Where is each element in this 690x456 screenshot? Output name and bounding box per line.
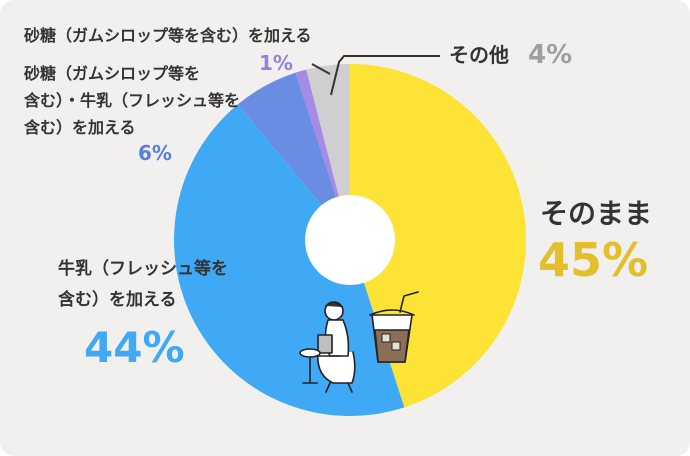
other-leader-line — [330, 55, 440, 96]
pct-other: 4% — [528, 40, 573, 70]
label-sugarmilk-line3: 含む）を加える — [24, 118, 136, 137]
person-with-laptop-and-iced-coffee-illustration — [299, 291, 419, 393]
label-other: その他 — [449, 43, 509, 67]
pct-sugar: 1% — [259, 51, 293, 75]
donut-hole — [305, 195, 395, 285]
label-sugarmilk-line1: 砂糖（ガムシロップ等を — [24, 64, 201, 83]
label-sonomama: そのまま — [540, 197, 653, 230]
pct-sonomama: 45% — [538, 233, 649, 287]
slice-other — [306, 64, 350, 240]
sugar-leader-line — [311, 63, 331, 75]
slice-sugar-milk — [237, 72, 350, 240]
label-sugarmilk-line2: 含む）・牛乳（フレッシュ等を — [24, 91, 241, 110]
pct-milk: 44% — [84, 323, 185, 372]
label-milk-line2: 含む）を加える — [58, 290, 177, 310]
label-sugar: 砂糖（ガムシロップ等を含む）を加える — [24, 26, 312, 45]
pct-sugarmilk: 6% — [138, 141, 172, 165]
label-milk-line1: 牛乳（フレッシュ等を — [58, 259, 228, 279]
